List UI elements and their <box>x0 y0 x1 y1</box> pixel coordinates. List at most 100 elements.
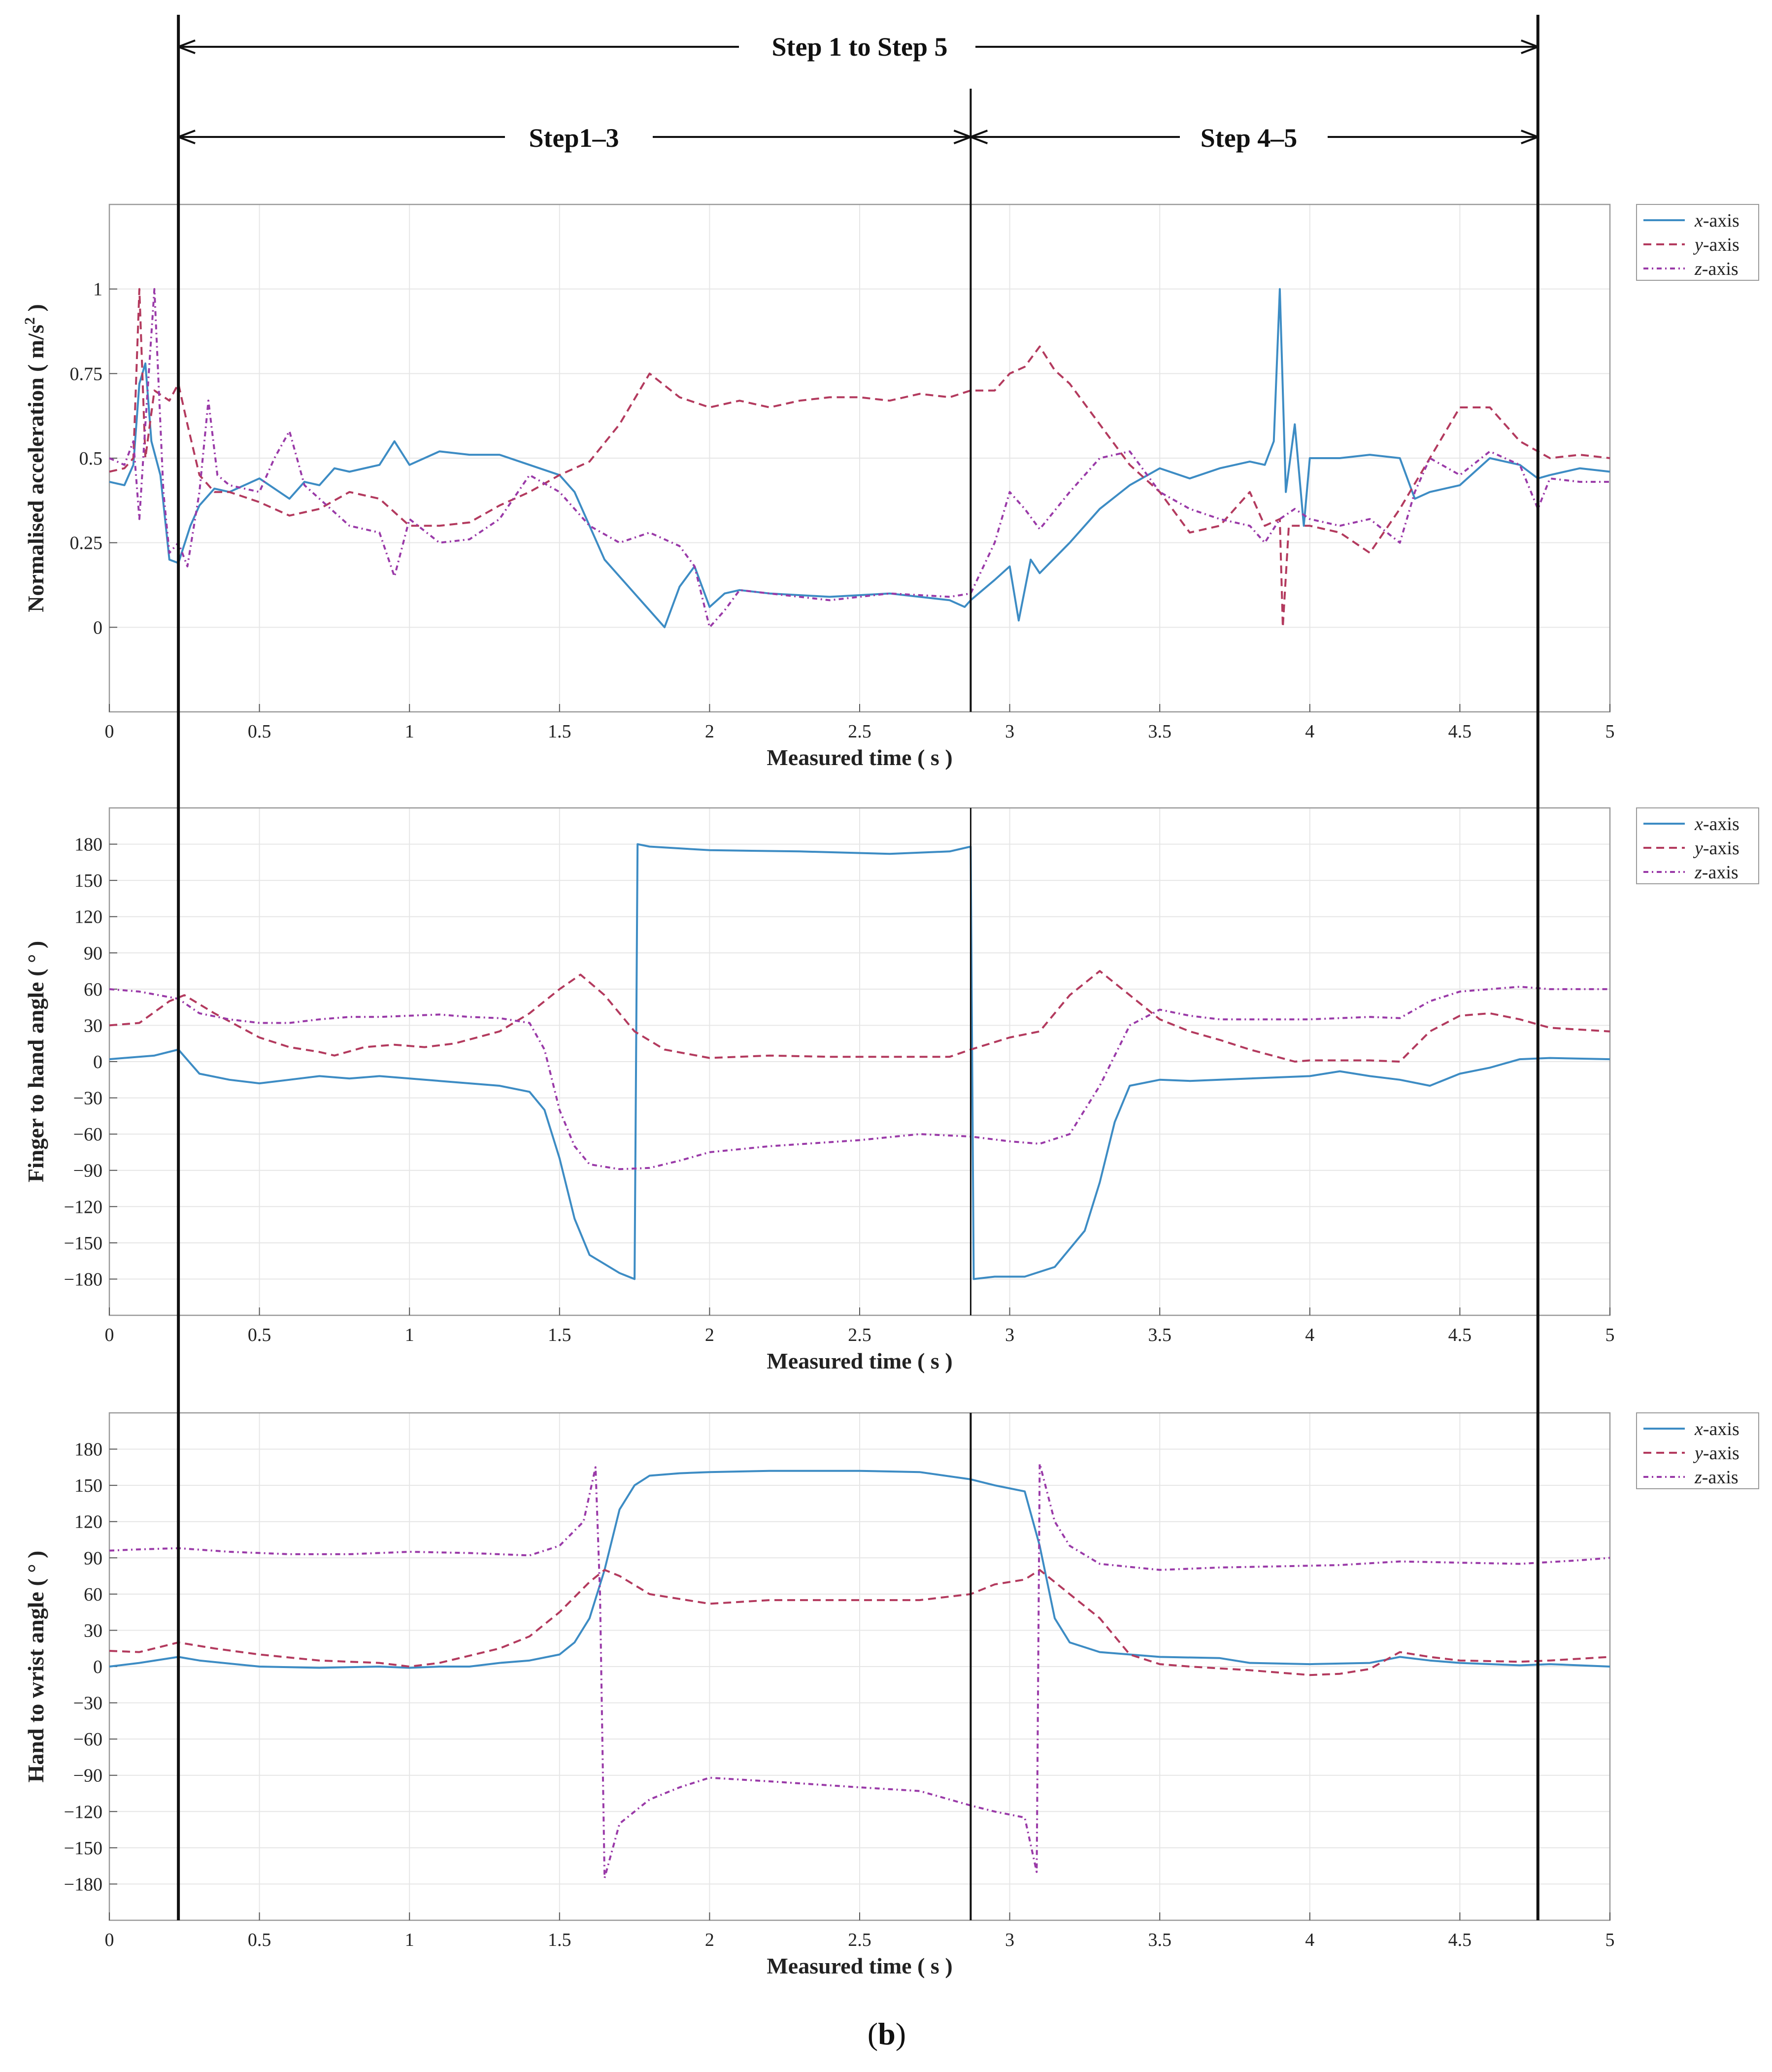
legend-label-z: z-axis <box>1694 259 1739 279</box>
legend-label-axis-letter: x <box>1694 814 1703 835</box>
y-tick-label: 120 <box>74 1512 102 1533</box>
y-tick-label: 0 <box>93 1657 102 1677</box>
legend-label-axis-letter: y <box>1693 1443 1703 1464</box>
y-tick-label: 120 <box>74 907 102 928</box>
step-all-label: Step 1 to Step 5 <box>771 32 947 62</box>
x-tick-label: 3.5 <box>1148 1930 1171 1950</box>
y-tick-label: 90 <box>84 1548 102 1569</box>
x-tick-label: 3.5 <box>1148 1325 1171 1345</box>
legend-label-y: y-axis <box>1693 838 1739 859</box>
legend-label-suffix: -axis <box>1703 234 1739 255</box>
x-axis-label: Measured time ( s ) <box>767 1348 952 1373</box>
y-axis-label-suffix: ) <box>23 304 48 317</box>
legend-label-x: x-axis <box>1694 1419 1739 1439</box>
y-tick-label: 0.25 <box>70 533 103 554</box>
y-tick-label: 150 <box>74 870 102 891</box>
legend-label-suffix: -axis <box>1702 862 1739 883</box>
legend-label-suffix: -axis <box>1703 1419 1739 1439</box>
y-tick-label: 1 <box>93 279 102 300</box>
y-tick-label: 60 <box>84 1584 102 1605</box>
chart-panel-3: 180 150 120 90 60 30 0 −30 −60 −90 −120 −150 −180 0 0.… <box>23 1412 1759 1978</box>
y-tick-label: 30 <box>84 1015 102 1036</box>
y-tick-label: 90 <box>84 943 102 964</box>
x-tick-label: 1 <box>405 1325 414 1345</box>
series-line-z-axis <box>109 288 1610 629</box>
y-tick-label: −120 <box>64 1802 102 1822</box>
x-tick-label: 5 <box>1605 1930 1615 1950</box>
step-a-label: Step1–3 <box>529 123 619 153</box>
y-axis-label-main: Hand to wrist angle ( ° ) <box>23 1551 48 1783</box>
y-tick-label: 0 <box>93 1052 102 1072</box>
x-tick-label: 4 <box>1305 721 1314 742</box>
arrow-step-b-head-left <box>970 130 988 144</box>
y-tick-label: −90 <box>73 1161 102 1181</box>
x-tick-label: 5 <box>1605 1325 1615 1345</box>
x-tick-label: 2.5 <box>848 721 871 742</box>
x-tick-label: 2 <box>705 721 714 742</box>
legend-label-x: x-axis <box>1694 210 1739 231</box>
x-tick-label: 4.5 <box>1448 1325 1472 1345</box>
x-tick-label: 3 <box>1005 1325 1014 1345</box>
y-axis-label-main: Finger to hand angle ( ° ) <box>23 941 48 1182</box>
x-tick-label: 4.5 <box>1448 721 1472 742</box>
caption-letter: b <box>878 2016 896 2051</box>
series-line-y-axis <box>109 970 1610 1063</box>
step-a-label-bg <box>505 117 653 157</box>
caption-open: ( <box>868 2016 878 2051</box>
x-tick-label: 1.5 <box>548 721 571 742</box>
legend-label-y: y-axis <box>1693 234 1739 255</box>
x-tick-label: 2 <box>705 1930 714 1950</box>
legend-label-suffix: -axis <box>1703 814 1739 835</box>
step-all-label-bg <box>739 27 975 67</box>
legend-label-z: z-axis <box>1694 862 1739 883</box>
x-tick-label: 0.5 <box>248 721 271 742</box>
legend-label-axis-letter: y <box>1693 234 1703 255</box>
y-tick-label: −30 <box>73 1693 102 1714</box>
arrow-step-a-head-left <box>178 130 196 144</box>
x-tick-label: 3 <box>1005 721 1014 742</box>
chart-panel-1: 0 0.25 0.5 0.75 1 0 0.5 1 1.5 2 2.5 3 3.5 4 4.5 5 Measur… <box>22 203 1759 770</box>
y-axis-label-sup: 2 <box>22 317 38 325</box>
step-b-label-bg <box>1180 117 1328 157</box>
x-tick-label: 0 <box>105 1325 114 1345</box>
series-line-z-axis <box>109 986 1610 1170</box>
y-axis-label-main: Normalised acceleration ( m/s <box>23 325 48 612</box>
series-line-x-axis <box>109 843 1610 1280</box>
legend-label-axis-letter: z <box>1694 259 1702 279</box>
legend-label-axis-letter: z <box>1694 1467 1702 1488</box>
legend-label-axis-letter: x <box>1694 1419 1703 1439</box>
x-tick-label: 4 <box>1305 1325 1314 1345</box>
series-line-z-axis <box>109 1463 1610 1879</box>
y-tick-label: −60 <box>73 1729 102 1750</box>
step-annotations: Step 1 to Step 5 Step1–3 Step 4–5 <box>178 27 1538 157</box>
series-line-y-axis <box>109 1569 1610 1676</box>
legend-label-axis-letter: z <box>1694 862 1702 883</box>
legend-label-suffix: -axis <box>1702 259 1739 279</box>
y-axis-label: Normalised acceleration ( m/s2 ) <box>22 304 48 612</box>
y-tick-label: 0.5 <box>79 448 103 469</box>
legend-label-y: y-axis <box>1693 1443 1739 1464</box>
x-tick-label: 1 <box>405 1930 414 1950</box>
x-tick-label: 0.5 <box>248 1325 271 1345</box>
step-b-label: Step 4–5 <box>1201 123 1298 153</box>
y-tick-label: −180 <box>64 1874 102 1895</box>
x-tick-label: 3.5 <box>1148 721 1171 742</box>
y-tick-label: 60 <box>84 979 102 1000</box>
x-tick-label: 0.5 <box>248 1930 271 1950</box>
arrow-step-b-head-right <box>1521 130 1538 144</box>
x-tick-label: 2.5 <box>848 1325 871 1345</box>
x-tick-label: 1.5 <box>548 1325 571 1345</box>
series-line-y-axis <box>109 288 1610 629</box>
legend-label-axis-letter: x <box>1694 210 1703 231</box>
x-tick-label: 2 <box>705 1325 714 1345</box>
caption-close: ) <box>896 2016 906 2051</box>
y-tick-label: −60 <box>73 1124 102 1145</box>
x-axis-label: Measured time ( s ) <box>767 1953 952 1978</box>
y-tick-label: −120 <box>64 1197 102 1217</box>
legend-label-suffix: -axis <box>1703 210 1739 231</box>
step-boundaries <box>177 15 1539 1920</box>
x-tick-label: 2.5 <box>848 1930 871 1950</box>
